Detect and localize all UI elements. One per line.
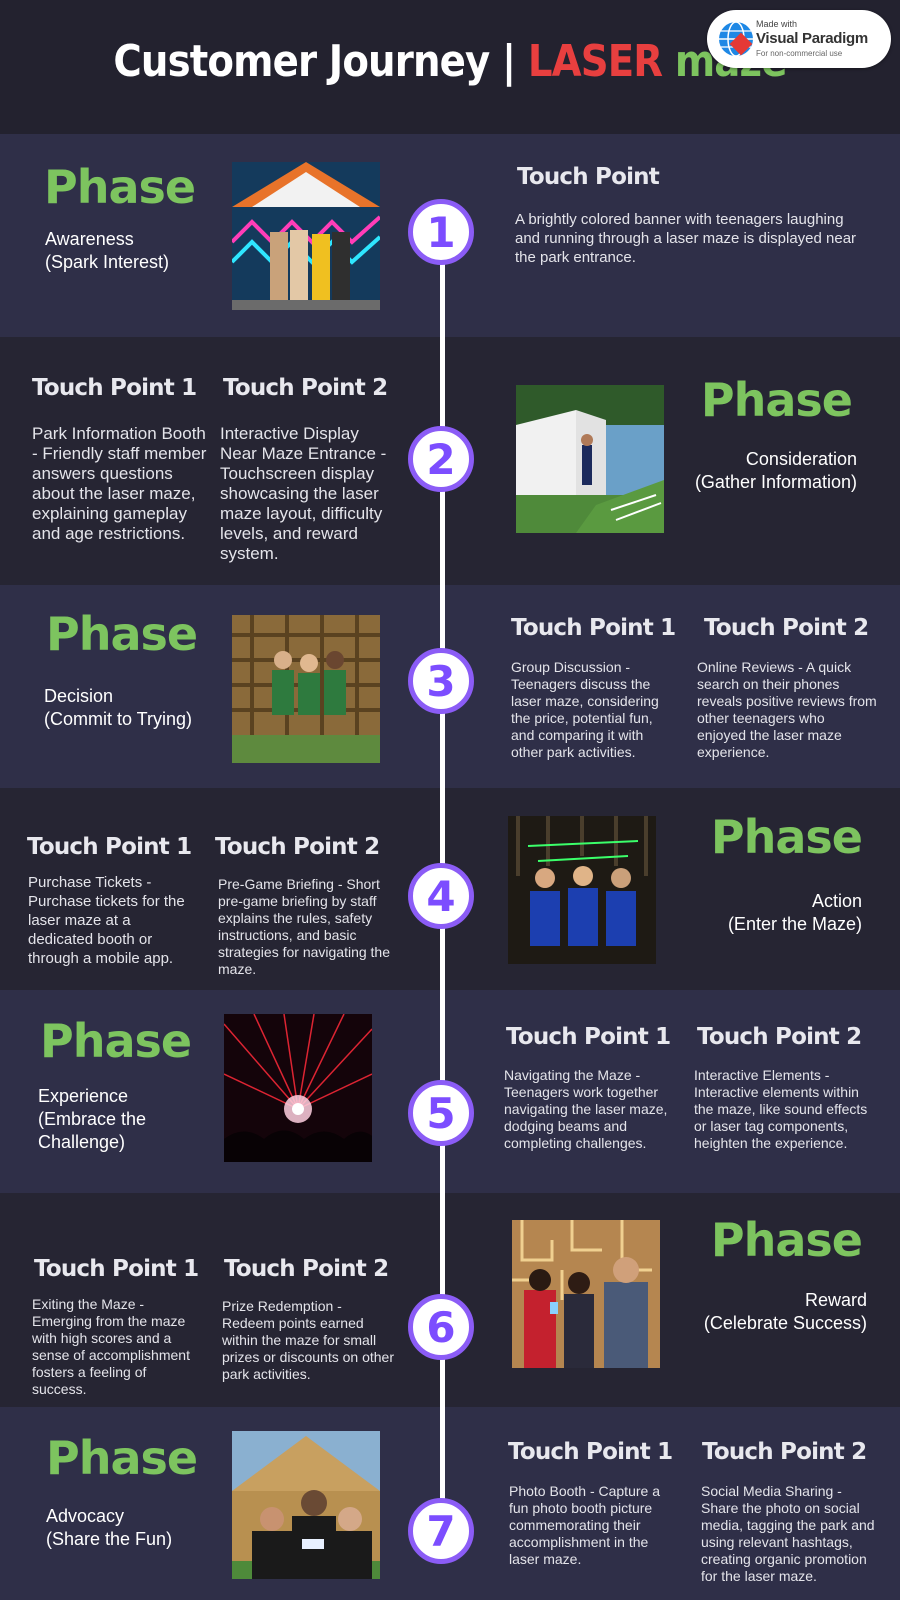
watermark-note: For non-commercial use	[756, 49, 843, 58]
journey-section-3: Phase Decision (Commit to Trying) Touch …	[0, 585, 900, 788]
touch-point-text: A brightly colored banner with teenagers…	[515, 211, 857, 266]
phase-name: Awareness	[45, 229, 134, 249]
touch-point-2-title: Touch Point 2	[224, 1256, 389, 1282]
step-circle-4: 4	[408, 863, 474, 929]
phase-name: Advocacy	[46, 1506, 125, 1526]
phase-heading: Phase	[46, 607, 198, 661]
touch-point-1-text: Group Discussion - Teenagers discuss the…	[511, 659, 659, 760]
action-photo	[508, 816, 656, 964]
touch-point-1-title: Touch Point 1	[508, 1439, 673, 1465]
phase-subtitle: (Gather Information)	[694, 472, 857, 492]
phase-name: Decision	[44, 686, 114, 706]
reward-photo	[512, 1220, 660, 1368]
phase-subtitle: (Celebrate Success)	[703, 1313, 867, 1333]
touch-point-1-text: Exiting the Maze - Emerging from the maz…	[32, 1296, 190, 1397]
phase-description: Experience (Embrace the Challenge)	[38, 1085, 198, 1154]
phase-subtitle: (Embrace the Challenge)	[38, 1109, 147, 1152]
touch-point-2-title: Touch Point 2	[704, 615, 869, 641]
touch-point-2-text: Social Media Sharing - Share the photo o…	[701, 1483, 875, 1584]
touch-point-2-text: Interactive Elements - Interactive eleme…	[694, 1067, 868, 1151]
visual-paradigm-watermark[interactable]: Made with Visual Paradigm For non-commer…	[707, 10, 891, 68]
journey-section-2: Touch Point 1 Park Information Booth - F…	[0, 337, 900, 585]
phase-heading: Phase	[46, 1431, 198, 1485]
touch-point-2-title: Touch Point 2	[697, 1024, 862, 1050]
phase-name: Consideration	[745, 449, 857, 469]
advocacy-photo	[232, 1431, 380, 1579]
touch-point-2-text: Prize Redemption - Redeem points earned …	[222, 1298, 394, 1382]
visual-paradigm-logo-icon	[719, 21, 753, 57]
touch-point-title: Touch Point	[517, 164, 660, 190]
phase-heading: Phase	[710, 810, 863, 864]
title-laser: LASER	[527, 36, 663, 87]
step-circle-2: 2	[408, 426, 474, 492]
phase-description: Awareness (Spark Interest)	[45, 228, 169, 274]
touch-point-1-text: Purchase Tickets - Purchase tickets for …	[28, 874, 185, 967]
phase-description: Action (Enter the Maze)	[728, 890, 862, 936]
phase-subtitle: (Enter the Maze)	[727, 914, 862, 934]
step-circle-7: 7	[408, 1498, 474, 1564]
touch-point-2-title: Touch Point 2	[215, 834, 380, 860]
watermark-brand: Visual Paradigm	[756, 30, 868, 47]
phase-name: Action	[811, 891, 862, 911]
touch-point-2-text: Online Reviews - A quick search on their…	[697, 659, 877, 760]
phase-description: Decision (Commit to Trying)	[44, 685, 192, 731]
step-circle-6: 6	[408, 1294, 474, 1360]
phase-heading: Phase	[44, 160, 196, 214]
journey-section-4: Touch Point 1 Purchase Tickets - Purchas…	[0, 788, 900, 990]
touch-point-1-text: Photo Booth - Capture a fun photo booth …	[509, 1483, 660, 1567]
phase-heading: Phase	[40, 1014, 192, 1068]
step-circle-3: 3	[408, 648, 474, 714]
phase-heading: Phase	[710, 1213, 863, 1267]
decision-photo	[232, 615, 380, 763]
touch-point-1-text: Navigating the Maze - Teenagers work tog…	[504, 1067, 668, 1151]
phase-name: Reward	[804, 1290, 867, 1310]
awareness-photo	[232, 162, 380, 310]
phase-description: Consideration (Gather Information)	[695, 448, 857, 494]
experience-photo	[224, 1014, 372, 1162]
phase-subtitle: (Spark Interest)	[45, 252, 170, 272]
touch-point-1-text: Park Information Booth - Friendly staff …	[32, 424, 207, 543]
phase-subtitle: (Commit to Trying)	[44, 709, 193, 729]
phase-description: Advocacy (Share the Fun)	[46, 1505, 172, 1551]
consideration-photo	[516, 385, 664, 533]
touch-point-1-title: Touch Point 1	[27, 834, 192, 860]
touch-point-2-title: Touch Point 2	[223, 375, 388, 401]
touch-point-2-text: Interactive Display Near Maze Entrance -…	[220, 424, 387, 563]
phase-description: Reward (Celebrate Success)	[704, 1289, 867, 1335]
touch-point-1-title: Touch Point 1	[34, 1256, 199, 1282]
watermark-made-with: Made with	[756, 19, 798, 29]
phase-heading: Phase	[700, 373, 853, 427]
touch-point-2-text: Pre-Game Briefing - Short pre-game brief…	[218, 876, 390, 977]
touch-point-1-title: Touch Point 1	[506, 1024, 671, 1050]
step-circle-5: 5	[408, 1080, 474, 1146]
title-main: Customer Journey |	[113, 36, 528, 87]
touch-point-1-title: Touch Point 1	[511, 615, 676, 641]
touch-point-2-title: Touch Point 2	[702, 1439, 867, 1465]
phase-name: Experience	[38, 1086, 129, 1106]
touch-point-1-title: Touch Point 1	[32, 375, 197, 401]
step-circle-1: 1	[408, 199, 474, 265]
phase-subtitle: (Share the Fun)	[46, 1529, 173, 1549]
